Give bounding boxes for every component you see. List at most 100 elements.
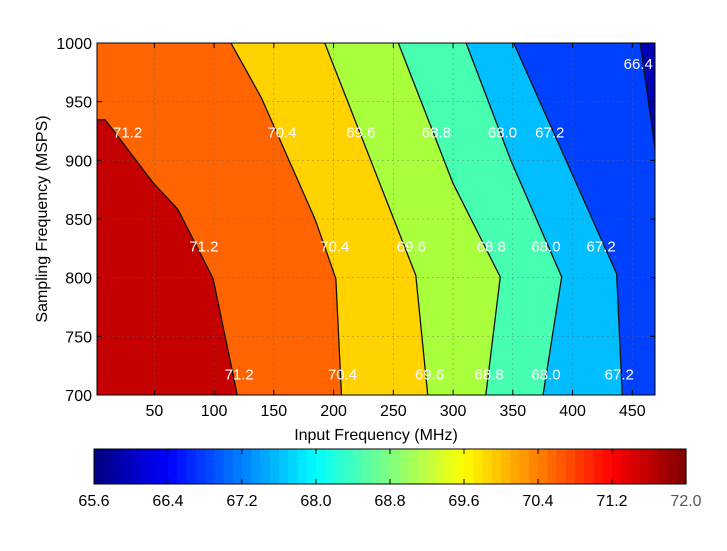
x-tick-label: 100 (201, 403, 228, 420)
colorbar-cell (186, 449, 197, 484)
colorbar-tick-label: 65.6 (78, 493, 109, 510)
contour-label: 66.4 (624, 56, 653, 73)
contour-label: 68.8 (475, 366, 504, 383)
contour-label: 68.0 (531, 366, 560, 383)
contour-label: 71.2 (113, 125, 142, 142)
contour-label: 68.0 (488, 125, 517, 142)
colorbar-cell (519, 449, 530, 484)
colorbar-cell (343, 449, 354, 484)
colorbar-cell (214, 449, 225, 484)
colorbar-cell (676, 449, 687, 484)
colorbar-cell (380, 449, 391, 484)
y-tick-label: 900 (65, 153, 92, 170)
colorbar-cell (94, 449, 104, 484)
colorbar-cell (112, 449, 123, 484)
colorbar-tick-label: 71.2 (596, 493, 627, 510)
contour-label: 71.2 (225, 366, 254, 383)
x-tick-label: 50 (145, 403, 163, 420)
y-tick-label: 1000 (56, 36, 92, 53)
colorbar-cell (121, 449, 132, 484)
contour-label: 68.8 (422, 125, 451, 142)
colorbar-cell (602, 449, 613, 484)
colorbar-cell (353, 449, 363, 484)
colorbar-cell (297, 449, 308, 484)
colorbar-tick-label: 67.2 (226, 493, 257, 510)
contour-line-67.2 (513, 42, 623, 396)
colorbar-tick-label: 69.6 (448, 493, 479, 510)
contour-line-66.4 (639, 42, 656, 149)
colorbar-cell (306, 449, 317, 484)
contour-label: 68.0 (531, 238, 560, 255)
colorbar-cell (510, 449, 521, 484)
contour-line-70.4 (230, 42, 343, 396)
colorbar-cell (491, 449, 502, 484)
colorbar-cell (612, 449, 622, 484)
colorbar-cell (630, 449, 641, 484)
contour-label: 70.4 (320, 238, 349, 255)
y-tick-label: 800 (65, 271, 92, 288)
colorbar-cell (528, 449, 539, 484)
colorbar-cell (362, 449, 373, 484)
colorbar-cell (205, 449, 215, 484)
colorbar: 65.6 66.4 67.2 68.0 68.8 69.6 70.4 71.2 72.0 (78, 448, 702, 510)
colorbar-cell (482, 449, 493, 484)
colorbar-cell (195, 449, 206, 484)
colorbar-cell (223, 449, 234, 484)
contour-label: 67.2 (535, 125, 564, 142)
contour-label: 69.6 (346, 125, 375, 142)
colorbar-tick-label: 66.4 (152, 493, 183, 510)
x-tick-label: 400 (559, 403, 586, 420)
colorbar-cell (565, 449, 576, 484)
plot-frame (96, 42, 656, 396)
y-tick-label: 850 (65, 212, 92, 229)
colorbar-cell (445, 449, 456, 484)
colorbar-cell (501, 449, 511, 484)
colorbar-cell (269, 449, 280, 484)
x-axis-label: Input Frequency (MHz) (294, 427, 458, 444)
colorbar-cell (593, 449, 604, 484)
colorbar-cell (158, 449, 169, 484)
colorbar-cell (408, 449, 419, 484)
colorbar-tick-label: 68.0 (300, 493, 331, 510)
colorbar-cell (325, 449, 336, 484)
colorbar-cell (251, 449, 262, 484)
contour-label: 70.4 (267, 125, 296, 142)
colorbar-cell (464, 449, 474, 484)
colorbar-cell (168, 449, 178, 484)
colorbar-cell (473, 449, 484, 484)
contour-label: 68.8 (477, 238, 506, 255)
colorbar-cell (131, 449, 141, 484)
colorbar-cell (371, 449, 382, 484)
colorbar-cell (649, 449, 659, 484)
contour-line-71.2 (97, 119, 238, 396)
y-axis-label: Sampling Frequency (MSPS) (34, 115, 51, 322)
contour-region-67.2 (513, 43, 655, 395)
colorbar-tick-label: 72.0 (670, 493, 701, 510)
y-tick-label: 950 (65, 95, 92, 112)
contour-line-68.8 (397, 42, 501, 396)
colorbar-cell (140, 449, 151, 484)
colorbar-cell (103, 449, 114, 484)
colorbar-cell (436, 449, 447, 484)
colorbar-cell (584, 449, 595, 484)
colorbar-tick-label: 70.4 (522, 493, 553, 510)
colorbar-cell (547, 449, 558, 484)
x-tick-label: 300 (440, 403, 467, 420)
contour-line-69.6 (324, 42, 429, 396)
x-tick-label: 450 (619, 403, 646, 420)
colorbar-cell (232, 449, 243, 484)
colorbar-cell (390, 449, 400, 484)
colorbar-tick-label: 68.8 (374, 493, 405, 510)
colorbar-cell (242, 449, 252, 484)
colorbar-cell (417, 449, 428, 484)
colorbar-cell (575, 449, 585, 484)
colorbar-cell (316, 449, 326, 484)
colorbar-cell (667, 449, 678, 484)
y-tick-label: 750 (65, 329, 92, 346)
contour-label: 67.2 (605, 366, 634, 383)
x-tick-label: 250 (380, 403, 407, 420)
colorbar-cell (334, 449, 345, 484)
colorbar-cell (621, 449, 632, 484)
colorbar-cell (279, 449, 289, 484)
